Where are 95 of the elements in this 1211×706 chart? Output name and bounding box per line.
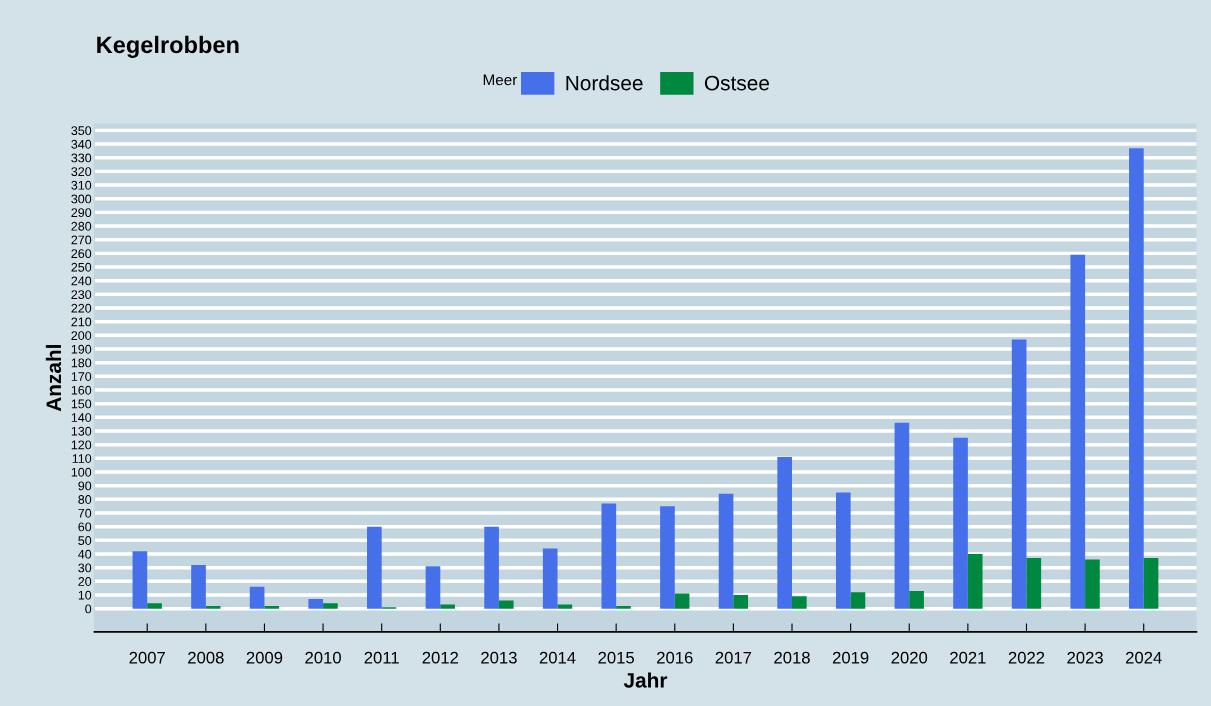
bar — [498, 600, 514, 609]
bar — [601, 503, 617, 609]
x-tick-label: 2022 — [1008, 651, 1045, 664]
bar — [425, 566, 441, 609]
x-tick-label: 2021 — [950, 651, 986, 664]
y-tick-label: 10 — [78, 590, 92, 600]
y-tick-label: 290 — [71, 208, 92, 218]
bar — [792, 596, 807, 609]
bar — [909, 590, 924, 609]
y-tick-label: 0 — [85, 604, 92, 614]
y-tick-label: 70 — [78, 508, 92, 518]
legend-label: Nordsee — [566, 75, 643, 91]
x-tick-label: 2023 — [1067, 651, 1103, 664]
y-tick-label: 80 — [78, 495, 92, 504]
y-tick-label: 340 — [71, 139, 92, 149]
x-tick-label: 2007 — [129, 651, 165, 664]
x-tick-label: 2012 — [422, 651, 459, 664]
bar — [205, 605, 221, 609]
bar — [1085, 559, 1100, 609]
bar — [733, 594, 749, 609]
bar — [616, 605, 631, 609]
y-tick-label: 150 — [71, 399, 92, 409]
x-tick-label: 2024 — [1126, 651, 1162, 664]
bar — [191, 564, 206, 609]
y-tick-label: 280 — [71, 221, 92, 231]
y-tick-label: 120 — [71, 440, 92, 450]
y-tick-label: 160 — [71, 385, 92, 395]
x-tick-label: 2011 — [364, 651, 399, 664]
x-tick-label: 2014 — [539, 651, 576, 664]
bar — [718, 493, 734, 609]
bar — [1026, 558, 1042, 609]
y-tick-label: 190 — [71, 344, 92, 354]
y-tick-label: 20 — [78, 577, 92, 586]
bar — [1011, 339, 1027, 609]
y-axis-title: Anzahl — [45, 345, 62, 412]
y-tick-label: 40 — [78, 549, 92, 559]
y-tick-label: 230 — [71, 290, 92, 300]
bar — [542, 548, 558, 609]
x-tick-label: 2018 — [774, 651, 810, 664]
bar — [777, 456, 793, 609]
bar — [132, 551, 148, 609]
bar — [557, 604, 573, 609]
bar — [660, 506, 675, 609]
bar — [674, 593, 690, 609]
x-tick-label: 2017 — [715, 651, 752, 664]
bar — [967, 553, 983, 609]
bar — [835, 492, 851, 609]
y-tick-label: 270 — [71, 235, 92, 245]
y-tick-label: 60 — [78, 522, 92, 532]
y-tick-label: 320 — [71, 167, 92, 177]
x-tick-label: 2019 — [832, 651, 869, 664]
y-tick-label: 220 — [71, 303, 92, 313]
bar — [249, 586, 265, 609]
y-tick-label: 180 — [71, 358, 92, 368]
bar — [264, 605, 280, 609]
y-tick-label: 240 — [71, 276, 92, 286]
y-tick-label: 100 — [71, 467, 92, 477]
y-tick-label: 140 — [71, 413, 92, 422]
bar — [894, 422, 910, 609]
x-tick-label: 2009 — [246, 651, 283, 664]
bar — [850, 592, 866, 609]
bar — [147, 603, 162, 609]
y-tick-label: 200 — [71, 331, 92, 340]
bar — [484, 526, 499, 609]
y-tick-label: 50 — [78, 536, 92, 545]
bar — [953, 437, 968, 609]
y-tick-label: 90 — [78, 481, 92, 491]
bar — [1070, 254, 1086, 609]
y-tick-label: 260 — [71, 249, 92, 259]
x-tick-label: 2008 — [188, 651, 224, 664]
bar — [367, 526, 382, 609]
bar — [323, 603, 338, 609]
y-tick-label: 130 — [71, 426, 92, 436]
x-tick-label: 2020 — [891, 651, 928, 664]
y-tick-label: 310 — [71, 180, 92, 190]
x-tick-label: 2015 — [598, 651, 634, 664]
y-tick-label: 350 — [71, 126, 92, 136]
y-tick-label: 210 — [71, 317, 92, 327]
y-tick-label: 300 — [71, 194, 92, 204]
y-tick-label: 250 — [71, 262, 92, 272]
bar — [1129, 148, 1144, 609]
x-tick-label: 2016 — [657, 651, 693, 664]
chart-title: Kegelrobben — [97, 35, 239, 58]
y-tick-label: 110 — [72, 454, 92, 463]
bar — [440, 604, 455, 609]
legend-title: Meer — [483, 74, 518, 86]
x-axis-title: Jahr — [623, 672, 668, 688]
x-tick-label: 2013 — [481, 651, 517, 664]
y-tick-label: 330 — [71, 153, 92, 163]
y-tick-label: 30 — [78, 563, 92, 573]
y-tick-label: 170 — [71, 372, 92, 381]
bar — [308, 599, 324, 609]
x-tick-label: 2010 — [305, 651, 341, 664]
legend-label: Ostsee — [704, 75, 769, 91]
bar — [1143, 558, 1159, 609]
